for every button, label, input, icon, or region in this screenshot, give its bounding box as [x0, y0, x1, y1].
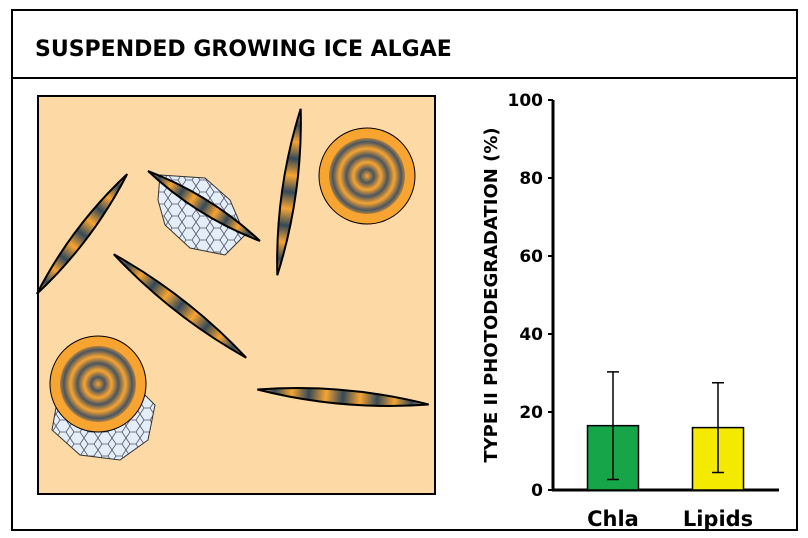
diatom — [257, 387, 429, 407]
y-axis-label: TYPE II PHOTODEGRADATION (%) — [481, 127, 502, 462]
y-tick-label: 60 — [519, 247, 543, 267]
x-tick-label: Lipids — [683, 507, 753, 531]
y-tick-label: 20 — [519, 403, 543, 423]
cyst-rings — [329, 138, 405, 214]
y-tick-label: 80 — [519, 169, 543, 189]
diatom — [276, 108, 302, 276]
error-bar — [607, 371, 619, 481]
y-tick-label: 0 — [531, 481, 543, 501]
diatom — [147, 170, 261, 242]
cyst-rings — [60, 346, 136, 422]
x-tick-label: Chla — [587, 507, 639, 531]
panel-title: SUSPENDED GROWING ICE ALGAE — [35, 37, 452, 62]
y-tick-label: 100 — [508, 91, 544, 111]
y-tick-label: 40 — [519, 325, 543, 345]
illustration — [35, 95, 436, 495]
diatom — [35, 173, 129, 295]
diatom — [113, 253, 247, 359]
error-bar — [712, 382, 724, 474]
